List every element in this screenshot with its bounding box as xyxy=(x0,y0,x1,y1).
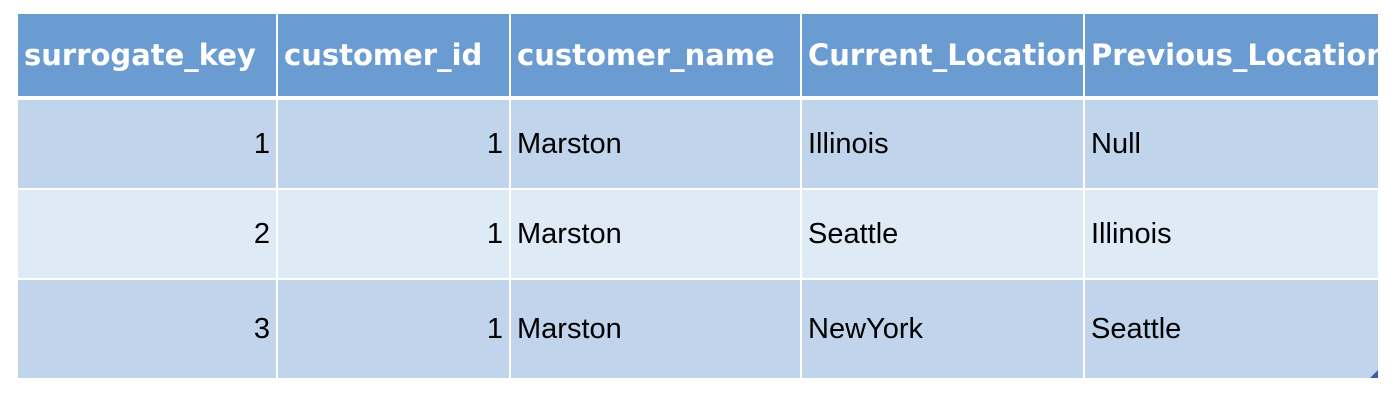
table-row: 3 1 Marston NewYork Seattle xyxy=(18,280,1378,378)
cell-previous-location[interactable]: Seattle xyxy=(1085,280,1378,378)
header-customer-id[interactable]: customer_id xyxy=(278,14,511,100)
cell-previous-location[interactable]: Illinois xyxy=(1085,190,1378,280)
cell-customer-id[interactable]: 1 xyxy=(278,280,511,378)
cell-customer-id[interactable]: 1 xyxy=(278,100,511,190)
scd-customer-table: surrogate_key customer_id customer_name … xyxy=(18,14,1378,378)
cell-current-location[interactable]: Seattle xyxy=(802,190,1085,280)
cell-previous-location[interactable]: Null xyxy=(1085,100,1378,190)
cell-surrogate-key[interactable]: 3 xyxy=(18,280,278,378)
header-previous-location[interactable]: Previous_Location xyxy=(1085,14,1378,100)
cell-customer-name[interactable]: Marston xyxy=(511,100,802,190)
cell-customer-name[interactable]: Marston xyxy=(511,280,802,378)
header-customer-name[interactable]: customer_name xyxy=(511,14,802,100)
header-surrogate-key[interactable]: surrogate_key xyxy=(18,14,278,100)
header-current-location[interactable]: Current_Location xyxy=(802,14,1085,100)
cell-customer-name[interactable]: Marston xyxy=(511,190,802,280)
cell-surrogate-key[interactable]: 1 xyxy=(18,100,278,190)
data-table-container: surrogate_key customer_id customer_name … xyxy=(18,14,1378,378)
table-row: 1 1 Marston Illinois Null xyxy=(18,100,1378,190)
cell-current-location[interactable]: NewYork xyxy=(802,280,1085,378)
cell-current-location[interactable]: Illinois xyxy=(802,100,1085,190)
cell-surrogate-key[interactable]: 2 xyxy=(18,190,278,280)
table-resize-handle-icon[interactable] xyxy=(1370,370,1378,378)
cell-customer-id[interactable]: 1 xyxy=(278,190,511,280)
table-row: 2 1 Marston Seattle Illinois xyxy=(18,190,1378,280)
table-header-row: surrogate_key customer_id customer_name … xyxy=(18,14,1378,100)
